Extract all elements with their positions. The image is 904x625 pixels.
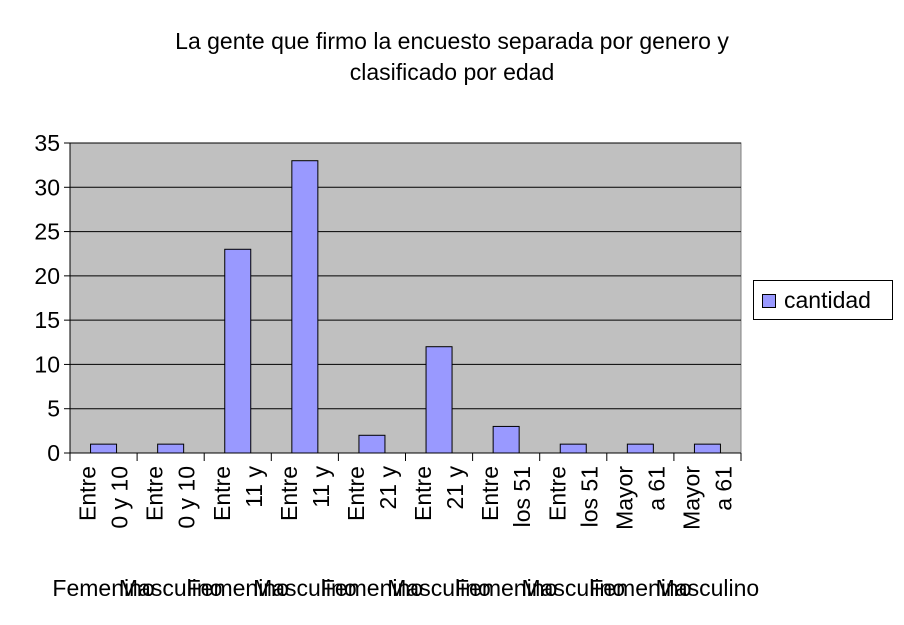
category-label: Entre — [544, 466, 570, 521]
bar — [358, 434, 386, 454]
bar — [626, 443, 654, 454]
category-label: Entre — [477, 466, 503, 521]
category-label: 0 y 10 — [107, 466, 133, 529]
category-label: a 61 — [710, 466, 736, 511]
y-tick-label: 25 — [34, 219, 60, 245]
legend: cantidad — [753, 280, 893, 320]
group-label: Masculino — [253, 575, 357, 601]
chart-title: La gente que firmo la encuesto separada … — [0, 26, 904, 88]
group-label: Femenino — [589, 575, 691, 601]
y-tick-label: 30 — [34, 174, 60, 200]
category-label: los 51 — [576, 466, 602, 527]
group-label: Femenino — [187, 575, 289, 601]
legend-label: cantidad — [784, 287, 871, 313]
y-tick-label: 15 — [34, 307, 60, 333]
category-label: Entre — [276, 466, 302, 521]
plot-area — [69, 142, 742, 454]
category-label: Entre — [75, 466, 101, 521]
bar — [157, 443, 185, 454]
y-tick-label: 35 — [34, 130, 60, 156]
bar — [559, 443, 587, 454]
category-label: 0 y 10 — [174, 466, 200, 529]
bar — [492, 425, 520, 454]
y-tick-label: 0 — [47, 440, 60, 466]
bar — [224, 248, 252, 454]
group-label: Masculino — [387, 575, 491, 601]
group-label: Femenino — [321, 575, 423, 601]
bar — [693, 443, 721, 454]
y-tick-label: 20 — [34, 263, 60, 289]
group-label: Masculino — [119, 575, 223, 601]
chart-title-line-2: clasificado por edad — [349, 59, 555, 85]
category-label: Entre — [142, 466, 168, 521]
category-label: 21 y — [375, 466, 401, 510]
category-label: Entre — [343, 466, 369, 521]
bar — [291, 160, 319, 454]
category-label: Entre — [209, 466, 235, 521]
bar — [425, 346, 453, 454]
category-label: 21 y — [442, 466, 468, 510]
legend-swatch — [762, 294, 776, 308]
y-tick-label: 10 — [34, 351, 60, 377]
category-label: Mayor — [611, 466, 637, 530]
category-label: Mayor — [678, 466, 704, 530]
chart-title-line-1: La gente que firmo la encuesto separada … — [175, 28, 729, 54]
category-label: los 51 — [509, 466, 535, 527]
category-label: 11 y — [308, 466, 334, 508]
group-label: Femenino — [455, 575, 557, 601]
category-label: 11 y — [241, 466, 267, 508]
category-label: Entre — [410, 466, 436, 521]
group-label: Masculino — [656, 575, 760, 601]
group-label: Femenino — [52, 575, 154, 601]
y-tick-label: 5 — [47, 396, 60, 422]
bar — [90, 443, 118, 454]
category-label: a 61 — [643, 466, 669, 511]
group-label: Masculino — [521, 575, 625, 601]
